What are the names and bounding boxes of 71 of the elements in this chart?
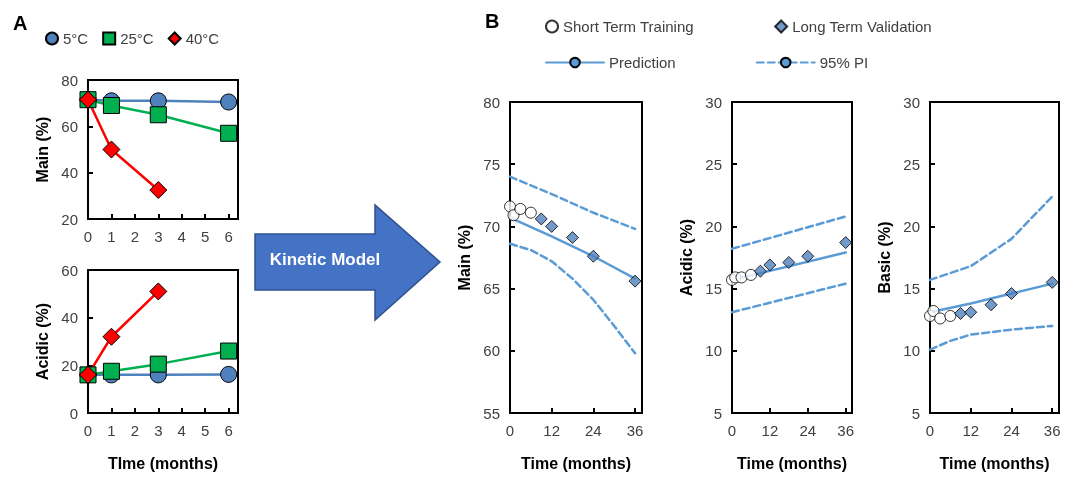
y-tick-label: 10 xyxy=(705,342,722,360)
y-tick-label: 60 xyxy=(483,342,500,360)
x-tick-label: 12 xyxy=(962,422,980,439)
legend-label: 40°C xyxy=(185,30,220,47)
y-axis-title: Basic (%) xyxy=(875,221,893,294)
y-tick-label: 30 xyxy=(903,93,920,111)
y-tick-label: 60 xyxy=(61,261,78,279)
x-tick-label: 24 xyxy=(1003,422,1020,439)
y-tick-label: 40 xyxy=(61,309,78,327)
x-tick-label: 0 xyxy=(83,422,93,439)
y-tick-label: 15 xyxy=(903,280,920,298)
x-tick-label: 12 xyxy=(543,422,561,439)
y-tick-label: 25 xyxy=(903,155,920,173)
x-tick-label: 6 xyxy=(224,228,233,245)
x-tick-label: 3 xyxy=(154,422,163,439)
x-axis-title: TIme (months) xyxy=(107,454,219,472)
legend-label: 5°C xyxy=(63,30,89,47)
x-tick-label: 1 xyxy=(107,422,116,439)
y-axis-title: Main (%) xyxy=(33,116,51,183)
y-tick-label: 20 xyxy=(903,217,920,235)
x-tick-label: 36 xyxy=(1043,422,1061,439)
y-tick-label: 10 xyxy=(903,342,920,360)
x-tick-label: 12 xyxy=(761,422,779,439)
x-tick-label: 4 xyxy=(177,228,186,245)
x-axis-title: Time (months) xyxy=(521,454,631,472)
y-axis-title: Main (%) xyxy=(455,224,473,291)
y-axis-title: Acidic (%) xyxy=(33,302,51,381)
x-tick-label: 6 xyxy=(224,422,233,439)
y-tick-label: 55 xyxy=(483,404,500,422)
x-tick-label: 2 xyxy=(130,422,140,439)
chart-title: A xyxy=(13,12,28,34)
legend-label: 25°C xyxy=(120,30,154,47)
y-tick-label: 75 xyxy=(483,155,500,173)
chart-title: B xyxy=(485,10,500,32)
x-axis-title: Time (months) xyxy=(737,454,847,472)
legend-label: 95% PI xyxy=(819,54,869,71)
y-tick-label: 70 xyxy=(483,217,500,235)
x-tick-label: 24 xyxy=(585,422,602,439)
y-tick-label: 0 xyxy=(69,404,78,422)
x-tick-label: 24 xyxy=(799,422,817,439)
y-tick-label: 20 xyxy=(61,356,78,374)
y-tick-label: 5 xyxy=(911,404,920,422)
y-tick-label: 80 xyxy=(483,93,500,111)
y-tick-label: 65 xyxy=(483,280,500,298)
x-tick-label: 2 xyxy=(130,228,140,245)
legend-label: Long Term Validation xyxy=(792,18,932,35)
x-axis-title: Time (months) xyxy=(939,454,1050,472)
y-tick-label: 30 xyxy=(705,93,722,111)
y-tick-label: 25 xyxy=(705,155,722,173)
y-tick-label: 20 xyxy=(705,217,722,235)
x-tick-label: 0 xyxy=(925,422,935,439)
x-tick-label: 36 xyxy=(626,422,644,439)
y-axis-title: Acidic (%) xyxy=(677,218,695,297)
x-tick-label: 5 xyxy=(201,422,210,439)
legend-label: Short Term Training xyxy=(563,18,694,35)
x-tick-label: 0 xyxy=(505,422,515,439)
y-tick-label: 5 xyxy=(713,404,722,422)
x-tick-label: 0 xyxy=(83,228,93,245)
x-tick-label: 5 xyxy=(201,228,210,245)
y-tick-label: 20 xyxy=(61,210,78,228)
y-tick-label: 80 xyxy=(61,71,78,89)
x-tick-label: 0 xyxy=(727,422,737,439)
text: Kinetic Model xyxy=(268,250,382,270)
y-tick-label: 40 xyxy=(61,164,78,182)
y-tick-label: 15 xyxy=(705,280,722,298)
x-tick-label: 3 xyxy=(154,228,163,245)
x-tick-label: 4 xyxy=(177,422,186,439)
x-tick-label: 36 xyxy=(837,422,855,439)
y-tick-label: 60 xyxy=(61,117,78,135)
x-tick-label: 1 xyxy=(107,228,116,245)
legend-label: Prediction xyxy=(609,54,676,71)
